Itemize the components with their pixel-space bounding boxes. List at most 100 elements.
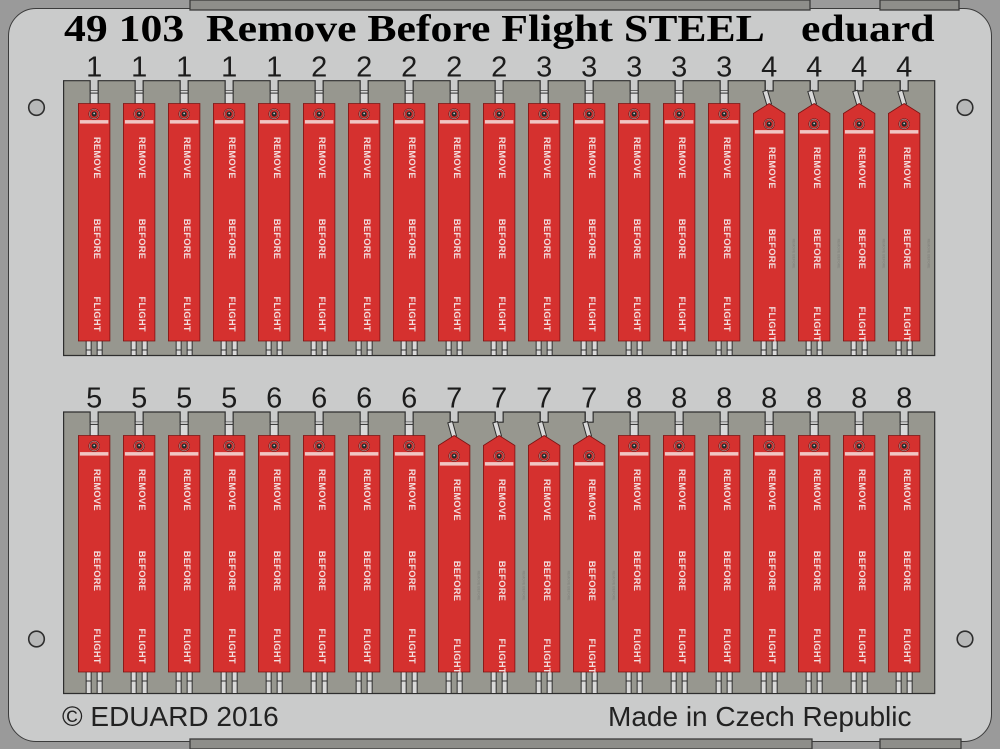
svg-text:BEFORE: BEFORE — [227, 551, 237, 592]
svg-text:BEFORE: BEFORE — [497, 219, 507, 260]
svg-text:BEFORE: BEFORE — [182, 551, 192, 592]
svg-text:REMOVE: REMOVE — [407, 469, 417, 511]
svg-text:FLIGHT: FLIGHT — [542, 297, 552, 332]
svg-text:BEFORE: BEFORE — [272, 219, 282, 260]
svg-text:BEFORE: BEFORE — [587, 219, 597, 260]
svg-text:REMOVE: REMOVE — [407, 137, 417, 179]
svg-text:8: 8 — [896, 383, 912, 415]
svg-text:BEFORE: BEFORE — [497, 561, 507, 602]
svg-text:4: 4 — [896, 52, 912, 84]
svg-text:3: 3 — [581, 52, 597, 84]
svg-text:REMOVE: REMOVE — [227, 137, 237, 179]
svg-text:FLIGHT: FLIGHT — [677, 629, 687, 664]
svg-text:BEFORE: BEFORE — [812, 229, 822, 270]
svg-text:FLIGHT: FLIGHT — [92, 297, 102, 332]
svg-text:REMOVE: REMOVE — [272, 137, 282, 179]
svg-text:REMOVE: REMOVE — [902, 147, 912, 189]
svg-text:REMOVE: REMOVE — [722, 137, 732, 179]
svg-text:FLIGHT: FLIGHT — [632, 297, 642, 332]
svg-text:REMOVE: REMOVE — [677, 469, 687, 511]
svg-text:FLIGHT: FLIGHT — [407, 297, 417, 332]
svg-text:FLIGHT: FLIGHT — [92, 629, 102, 664]
svg-text:REMOVE: REMOVE — [542, 479, 552, 521]
svg-text:1: 1 — [221, 52, 237, 84]
svg-text:2: 2 — [356, 52, 372, 84]
svg-text:REMOVE BEFORE: REMOVE BEFORE — [476, 571, 480, 602]
svg-text:REMOVE: REMOVE — [767, 147, 777, 189]
svg-text:FLIGHT: FLIGHT — [407, 629, 417, 664]
svg-text:8: 8 — [626, 383, 642, 415]
svg-text:8: 8 — [716, 383, 732, 415]
svg-text:REMOVE: REMOVE — [587, 137, 597, 179]
svg-text:BEFORE: BEFORE — [542, 219, 552, 260]
svg-text:FLIGHT: FLIGHT — [902, 307, 912, 342]
svg-text:FLIGHT: FLIGHT — [812, 307, 822, 342]
svg-text:3: 3 — [626, 52, 642, 84]
svg-text:8: 8 — [806, 383, 822, 415]
svg-text:6: 6 — [401, 383, 417, 415]
svg-text:BEFORE: BEFORE — [767, 229, 777, 270]
svg-text:FLIGHT: FLIGHT — [857, 307, 867, 342]
svg-text:7: 7 — [581, 383, 597, 415]
svg-text:BEFORE: BEFORE — [317, 219, 327, 260]
svg-text:REMOVE: REMOVE — [182, 469, 192, 511]
svg-text:BEFORE: BEFORE — [227, 219, 237, 260]
svg-text:REMOVE: REMOVE — [317, 137, 327, 179]
svg-text:FLIGHT: FLIGHT — [272, 297, 282, 332]
svg-text:REMOVE: REMOVE — [92, 469, 102, 511]
svg-text:FLIGHT: FLIGHT — [317, 629, 327, 664]
svg-text:REMOVE BEFORE: REMOVE BEFORE — [836, 239, 840, 270]
svg-text:4: 4 — [851, 52, 867, 84]
svg-text:FLIGHT: FLIGHT — [587, 297, 597, 332]
svg-text:FLIGHT: FLIGHT — [362, 297, 372, 332]
svg-text:BEFORE: BEFORE — [92, 219, 102, 260]
svg-text:FLIGHT: FLIGHT — [497, 297, 507, 332]
svg-text:BEFORE: BEFORE — [677, 551, 687, 592]
svg-text:4: 4 — [806, 52, 822, 84]
svg-text:2: 2 — [491, 52, 507, 84]
svg-text:3: 3 — [671, 52, 687, 84]
svg-text:FLIGHT: FLIGHT — [137, 629, 147, 664]
svg-text:REMOVE: REMOVE — [92, 137, 102, 179]
svg-text:REMOVE: REMOVE — [452, 479, 462, 521]
svg-text:FLIGHT: FLIGHT — [452, 639, 462, 674]
svg-text:BEFORE: BEFORE — [722, 551, 732, 592]
svg-text:BEFORE: BEFORE — [137, 219, 147, 260]
svg-text:FLIGHT: FLIGHT — [902, 629, 912, 664]
svg-text:REMOVE BEFORE: REMOVE BEFORE — [611, 571, 615, 602]
svg-text:BEFORE: BEFORE — [272, 551, 282, 592]
svg-text:REMOVE: REMOVE — [362, 137, 372, 179]
svg-text:REMOVE: REMOVE — [497, 137, 507, 179]
svg-text:8: 8 — [671, 383, 687, 415]
svg-text:7: 7 — [446, 383, 462, 415]
svg-text:FLIGHT: FLIGHT — [767, 307, 777, 342]
svg-text:BEFORE: BEFORE — [317, 551, 327, 592]
svg-text:FLIGHT: FLIGHT — [857, 629, 867, 664]
svg-text:1: 1 — [131, 52, 147, 84]
svg-text:REMOVE: REMOVE — [227, 469, 237, 511]
svg-text:FLIGHT: FLIGHT — [137, 297, 147, 332]
svg-text:REMOVE BEFORE: REMOVE BEFORE — [791, 239, 795, 270]
svg-text:BEFORE: BEFORE — [407, 551, 417, 592]
svg-text:REMOVE: REMOVE — [857, 469, 867, 511]
svg-text:REMOVE: REMOVE — [272, 469, 282, 511]
svg-text:FLIGHT: FLIGHT — [452, 297, 462, 332]
svg-text:BEFORE: BEFORE — [452, 219, 462, 260]
svg-text:BEFORE: BEFORE — [767, 551, 777, 592]
svg-text:REMOVE: REMOVE — [587, 479, 597, 521]
svg-text:4: 4 — [761, 52, 777, 84]
svg-text:FLIGHT: FLIGHT — [542, 639, 552, 674]
svg-text:REMOVE: REMOVE — [857, 147, 867, 189]
svg-text:BEFORE: BEFORE — [632, 551, 642, 592]
svg-text:5: 5 — [221, 383, 237, 415]
svg-text:BEFORE: BEFORE — [722, 219, 732, 260]
svg-text:BEFORE: BEFORE — [362, 219, 372, 260]
svg-text:FLIGHT: FLIGHT — [677, 297, 687, 332]
svg-text:BEFORE: BEFORE — [92, 551, 102, 592]
svg-text:REMOVE BEFORE: REMOVE BEFORE — [926, 239, 930, 270]
svg-text:REMOVE: REMOVE — [317, 469, 327, 511]
svg-text:BEFORE: BEFORE — [677, 219, 687, 260]
svg-text:FLIGHT: FLIGHT — [227, 629, 237, 664]
svg-text:FLIGHT: FLIGHT — [767, 629, 777, 664]
svg-text:1: 1 — [86, 52, 102, 84]
